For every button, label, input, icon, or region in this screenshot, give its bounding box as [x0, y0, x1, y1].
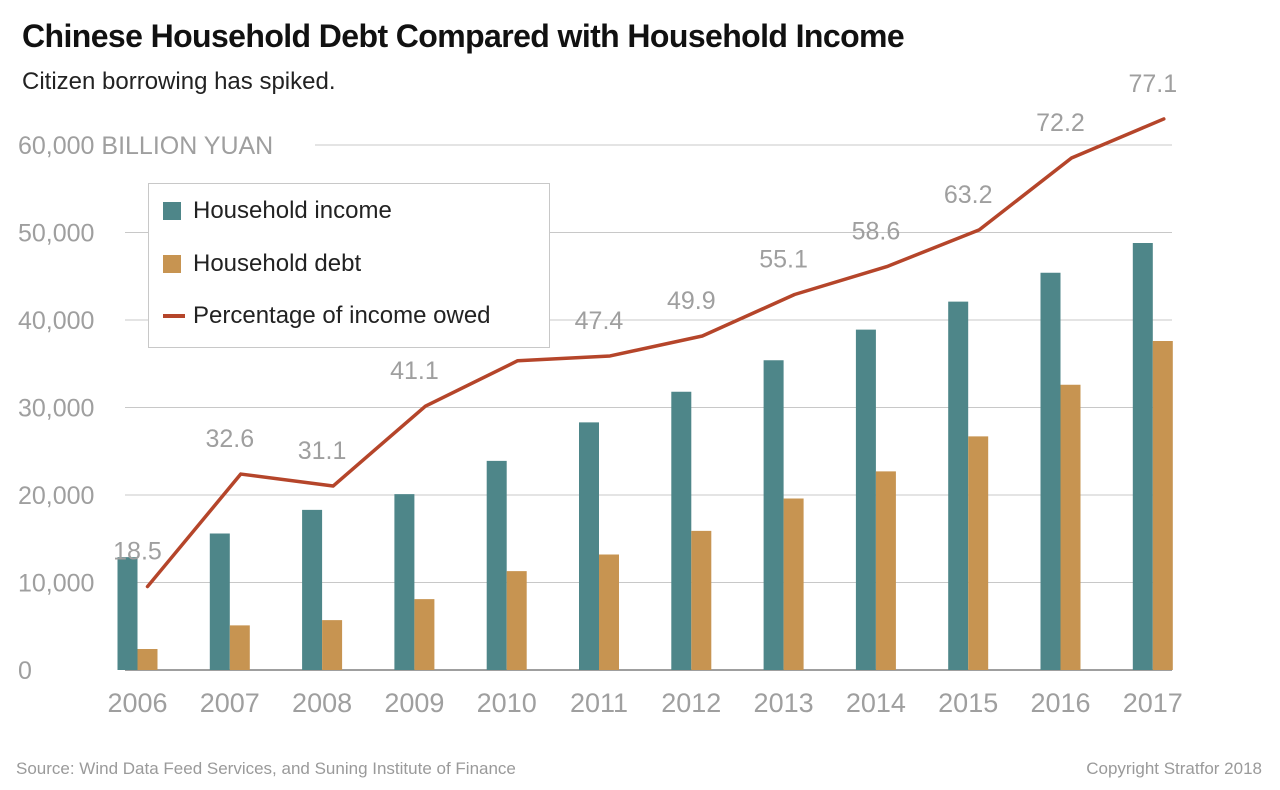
percentage-data-label: 49.9 — [667, 287, 716, 315]
chart-legend: Household income Household debt Percenta… — [148, 183, 550, 348]
copyright-note: Copyright Stratfor 2018 — [1086, 759, 1262, 778]
bar-household-debt — [229, 625, 250, 670]
bar-household-debt — [506, 571, 527, 670]
bar-household-debt — [968, 436, 989, 670]
y-tick-label: 20,000 — [18, 482, 94, 510]
bar-household-debt — [1060, 384, 1081, 670]
legend-swatch-percentage — [163, 314, 185, 318]
y-tick-label: 40,000 — [18, 307, 94, 335]
x-tick-label: 2016 — [1030, 688, 1090, 718]
bar-household-debt — [1152, 341, 1173, 670]
bar-household-debt — [599, 554, 619, 670]
x-tick-label: 2008 — [292, 688, 352, 718]
bar-household-income — [209, 533, 230, 670]
x-tick-label: 2014 — [846, 688, 906, 718]
percentage-data-label: 77.1 — [1128, 70, 1177, 98]
bar-household-income — [855, 329, 876, 670]
bar-household-debt — [137, 649, 158, 670]
percentage-data-label: 72.2 — [1036, 109, 1085, 137]
bar-household-income — [302, 509, 323, 670]
percentage-data-label: 18.5 — [113, 538, 162, 566]
x-tick-label: 2010 — [477, 688, 537, 718]
y-tick-label: 30,000 — [18, 395, 94, 423]
x-tick-label: 2007 — [200, 688, 260, 718]
bar-household-debt — [691, 530, 712, 670]
x-tick-label: 2012 — [661, 688, 721, 718]
series-line-percentage — [145, 117, 1166, 589]
x-tick-label: 2015 — [938, 688, 998, 718]
bar-household-income — [948, 301, 969, 670]
legend-label-debt: Household debt — [193, 250, 362, 277]
legend-label-income: Household income — [193, 197, 392, 224]
bar-household-income — [1040, 272, 1061, 670]
bar-household-income — [579, 422, 599, 670]
chart-title: Chinese Household Debt Compared with Hou… — [22, 18, 905, 54]
percentage-data-label: 41.1 — [390, 357, 439, 385]
legend-swatch-income — [163, 202, 181, 220]
legend-item-percentage: Percentage of income owed — [163, 301, 491, 331]
bar-household-income — [1132, 243, 1153, 670]
x-tick-label: 2006 — [107, 688, 167, 718]
percentage-data-label: 55.1 — [759, 246, 808, 274]
x-tick-label: 2017 — [1123, 688, 1183, 718]
bar-household-debt — [414, 599, 435, 670]
legend-item-debt: Household debt — [163, 249, 361, 279]
y-tick-label: 50,000 — [18, 220, 94, 248]
bar-household-income — [763, 360, 784, 670]
bar-household-debt — [322, 620, 343, 670]
percentage-data-label: 31.1 — [298, 437, 347, 465]
source-note: Source: Wind Data Feed Services, and Sun… — [16, 759, 516, 778]
bar-household-income — [394, 494, 415, 670]
legend-swatch-debt — [163, 255, 181, 273]
bar-household-income — [117, 557, 138, 670]
bar-household-income — [486, 460, 507, 670]
bar-household-income — [671, 391, 692, 670]
percentage-data-label: 58.6 — [852, 218, 901, 246]
x-tick-label: 2009 — [384, 688, 444, 718]
percentage-data-label: 32.6 — [205, 425, 254, 453]
percentage-data-label: 47.4 — [575, 307, 624, 335]
y-tick-label: 10,000 — [18, 570, 94, 598]
percentage-data-label: 63.2 — [944, 181, 993, 209]
bar-household-debt — [875, 471, 896, 670]
y-tick-label: 0 — [18, 657, 32, 685]
bar-household-debt — [783, 498, 804, 670]
x-tick-label: 2013 — [754, 688, 814, 718]
x-tick-label: 2011 — [570, 688, 628, 718]
chart-subtitle: Citizen borrowing has spiked. — [22, 68, 336, 95]
legend-item-income: Household income — [163, 196, 392, 226]
y-tick-label: 60,000 BILLION YUAN — [18, 132, 273, 160]
legend-label-percentage: Percentage of income owed — [193, 302, 491, 329]
